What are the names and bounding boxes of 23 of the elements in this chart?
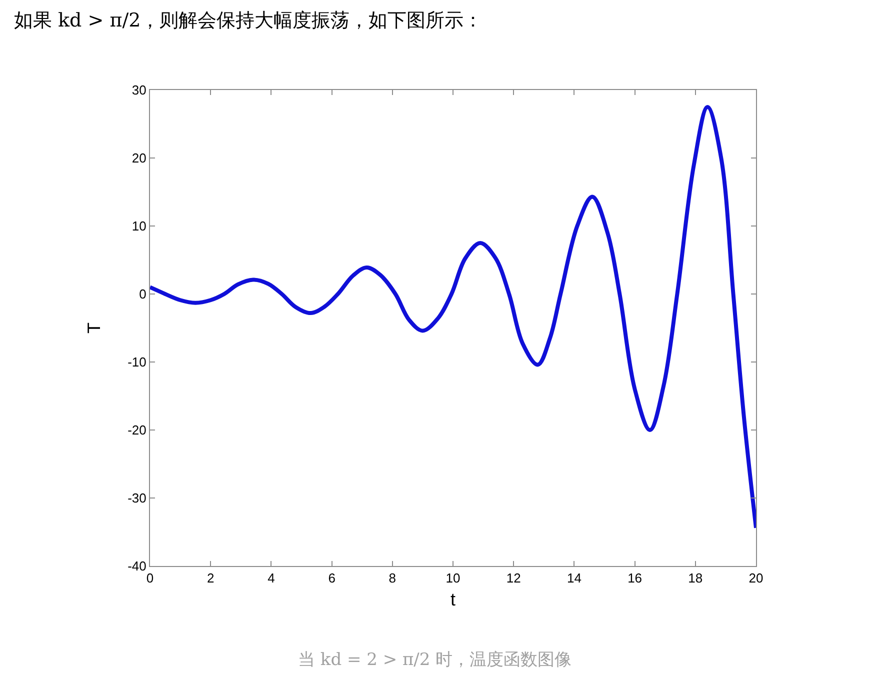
text: 当 kd = 2 > π/2 时，温度函数图像 bbox=[298, 650, 572, 670]
y-tick-label: 10 bbox=[132, 218, 146, 234]
y-tick-label: -30 bbox=[128, 490, 146, 506]
x-tick-label: 14 bbox=[566, 570, 582, 586]
x-tick-label: 16 bbox=[628, 570, 642, 586]
x-tick-label: 2 bbox=[206, 570, 214, 586]
y-axis-title: T bbox=[84, 322, 104, 334]
x-axis-title: t bbox=[450, 590, 456, 610]
y-tick-label: -40 bbox=[128, 558, 146, 574]
x-tick-label: 10 bbox=[446, 570, 460, 586]
x-tick-label: 18 bbox=[688, 570, 703, 586]
y-tick-label: 20 bbox=[132, 150, 146, 166]
y-tick-label: -20 bbox=[128, 422, 146, 438]
chart-title: 如果 kd > π/2，则解会保持大幅度振荡，如下图所示： bbox=[14, 10, 483, 32]
y-tick-label: 0 bbox=[139, 286, 146, 302]
y-tick-label: 30 bbox=[132, 82, 146, 98]
y-tick-label: -10 bbox=[128, 354, 146, 370]
x-tick-label: 8 bbox=[388, 570, 396, 586]
x-tick-label: 20 bbox=[748, 570, 764, 586]
x-tick-label: 12 bbox=[506, 570, 521, 586]
x-tick-label: 4 bbox=[268, 570, 275, 586]
x-tick-label: 6 bbox=[328, 570, 336, 586]
line-series bbox=[150, 105, 756, 530]
